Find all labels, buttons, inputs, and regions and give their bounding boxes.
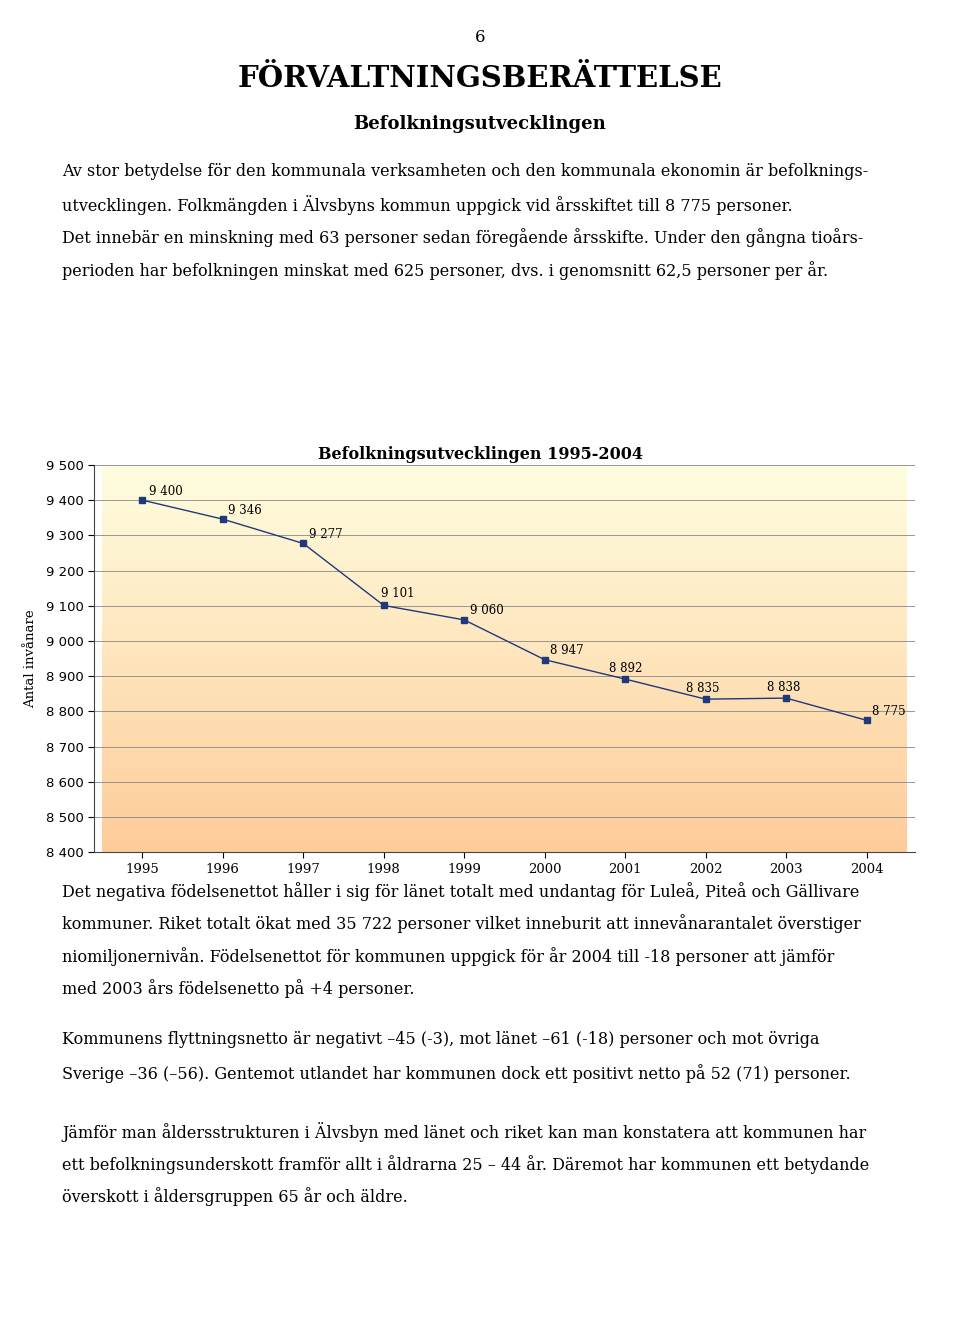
Text: Sverige –36 (–56). Gentemot utlandet har kommunen dock ett positivt netto på 52 : Sverige –36 (–56). Gentemot utlandet har… xyxy=(62,1063,851,1083)
Text: utvecklingen. Folkmängden i Älvsbyns kommun uppgick vid årsskiftet till 8 775 pe: utvecklingen. Folkmängden i Älvsbyns kom… xyxy=(62,195,793,215)
Text: 9 346: 9 346 xyxy=(228,504,262,517)
Text: Jämför man åldersstrukturen i Älvsbyn med länet och riket kan man konstatera att: Jämför man åldersstrukturen i Älvsbyn me… xyxy=(62,1122,867,1142)
Text: Kommunens flyttningsnetto är negativt –45 (-3), mot länet –61 (-18) personer och: Kommunens flyttningsnetto är negativt –4… xyxy=(62,1031,820,1049)
Text: Befolkningsutvecklingen: Befolkningsutvecklingen xyxy=(353,115,607,132)
Text: 9 400: 9 400 xyxy=(150,485,183,497)
Text: niomiljonernivån. Födelsenettot för kommunen uppgick för år 2004 till -18 person: niomiljonernivån. Födelsenettot för komm… xyxy=(62,947,835,966)
Text: 8 892: 8 892 xyxy=(609,663,642,675)
Text: överskott i åldersgruppen 65 år och äldre.: överskott i åldersgruppen 65 år och äldr… xyxy=(62,1188,408,1206)
Text: 8 838: 8 838 xyxy=(767,681,800,695)
Text: ett befolkningsunderskott framför allt i åldrarna 25 – 44 år. Däremot har kommun: ett befolkningsunderskott framför allt i… xyxy=(62,1154,870,1174)
Y-axis label: Antal invånare: Antal invånare xyxy=(24,609,37,708)
Text: Befolkningsutvecklingen 1995-2004: Befolkningsutvecklingen 1995-2004 xyxy=(318,446,642,464)
Text: 8 947: 8 947 xyxy=(550,644,584,657)
Text: med 2003 års födelsenetto på +4 personer.: med 2003 års födelsenetto på +4 personer… xyxy=(62,979,415,998)
Text: Det innebär en minskning med 63 personer sedan föregående årsskifte. Under den g: Det innebär en minskning med 63 personer… xyxy=(62,228,864,247)
Text: 8 775: 8 775 xyxy=(872,704,906,717)
Text: Av stor betydelse för den kommunala verksamheten och den kommunala ekonomin är b: Av stor betydelse för den kommunala verk… xyxy=(62,163,869,180)
Text: perioden har befolkningen minskat med 625 personer, dvs. i genomsnitt 62,5 perso: perioden har befolkningen minskat med 62… xyxy=(62,261,828,279)
Text: 9 060: 9 060 xyxy=(469,604,504,617)
Text: 6: 6 xyxy=(475,29,485,47)
Text: 8 835: 8 835 xyxy=(686,683,720,695)
Text: 9 101: 9 101 xyxy=(381,587,415,600)
Text: Det negativa födelsenettot håller i sig för länet totalt med undantag för Luleå,: Det negativa födelsenettot håller i sig … xyxy=(62,882,860,900)
Text: FÖRVALTNINGSBERÄTTELSE: FÖRVALTNINGSBERÄTTELSE xyxy=(238,64,722,94)
Text: 9 277: 9 277 xyxy=(309,528,343,541)
Text: kommuner. Riket totalt ökat med 35 722 personer vilket inneburit att innevånaran: kommuner. Riket totalt ökat med 35 722 p… xyxy=(62,914,861,934)
